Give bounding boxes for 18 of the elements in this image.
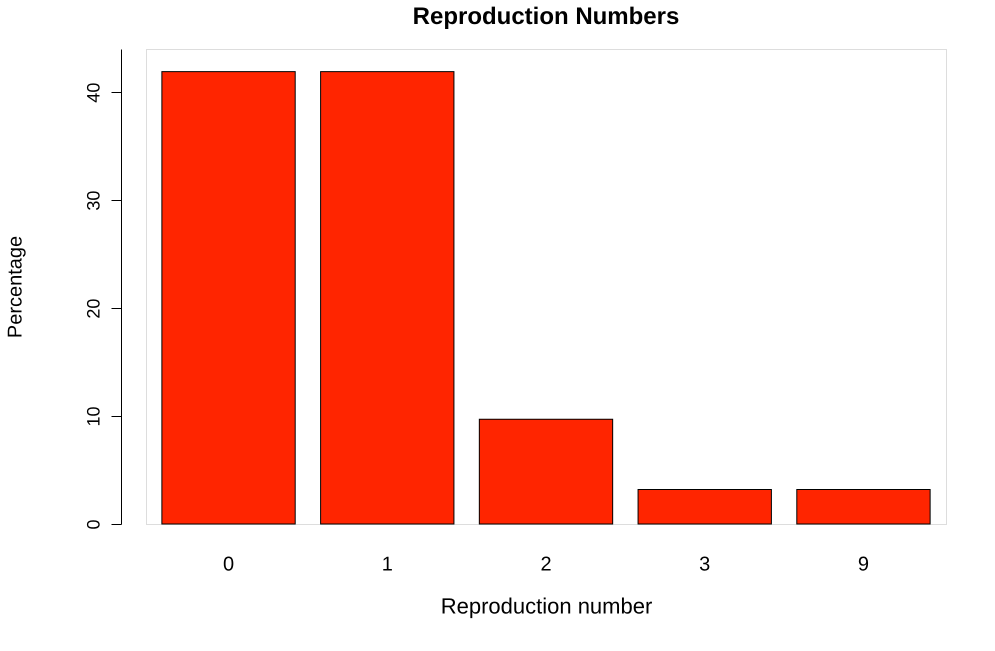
y-tick-label: 20	[84, 298, 104, 319]
x-tick-label: 3	[699, 554, 710, 576]
y-tick-label: 10	[84, 406, 104, 427]
bar	[478, 418, 614, 524]
y-tick-label: 30	[84, 190, 104, 211]
x-tick-label: 2	[540, 554, 552, 576]
bar	[161, 71, 296, 524]
bar	[320, 71, 454, 524]
x-tick-label: 0	[222, 554, 234, 576]
y-tick-label: 40	[84, 82, 104, 103]
bar	[638, 488, 772, 524]
bar	[796, 488, 931, 524]
x-tick-label: 9	[858, 554, 870, 576]
chart-title: Reproduction Numbers	[412, 3, 680, 30]
y-tick-label: 0	[84, 519, 104, 530]
x-axis-title: Reproduction number	[440, 594, 652, 618]
x-tick-label: 1	[382, 554, 393, 576]
y-axis-title: Percentage	[4, 236, 26, 338]
